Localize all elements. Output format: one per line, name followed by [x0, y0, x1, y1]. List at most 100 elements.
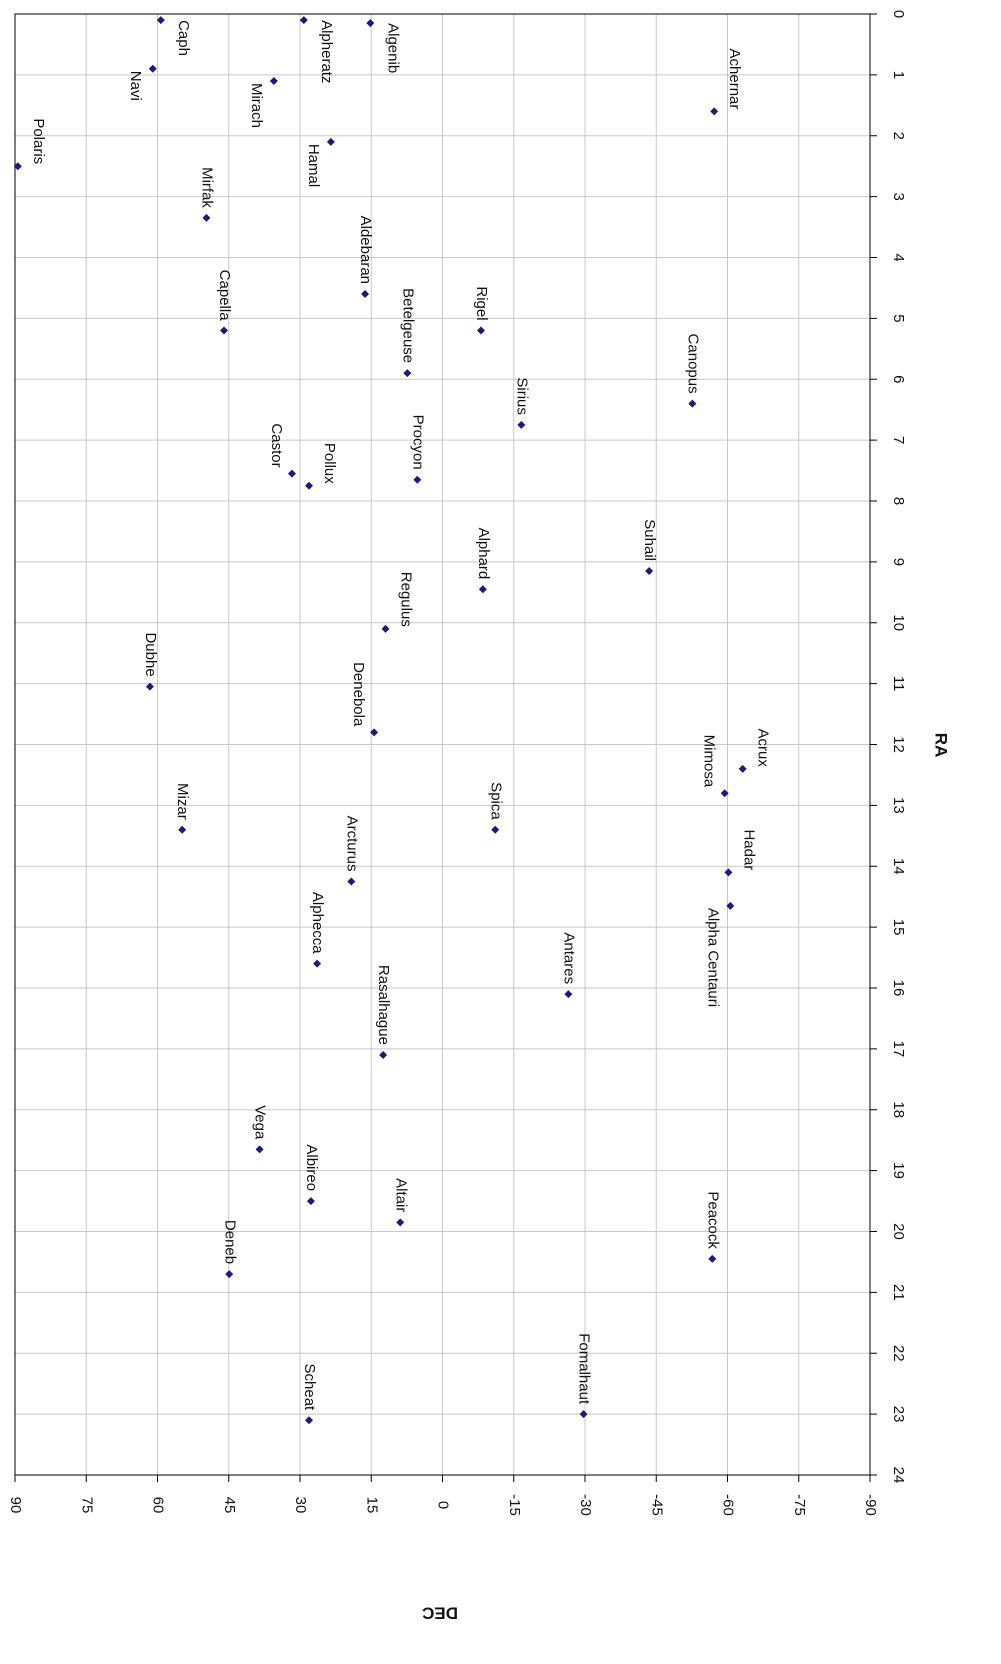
x-tick-label: 15: [890, 919, 907, 936]
point: [564, 990, 573, 999]
point: [156, 16, 165, 25]
point-label: Caph: [175, 20, 192, 56]
x-tick-label: 4: [890, 253, 907, 261]
y-tick-label: 30: [292, 1497, 309, 1514]
x-tick-label: 24: [890, 1467, 907, 1484]
y-tick-label: -15: [506, 1494, 523, 1516]
x-tick-label: 8: [890, 497, 907, 505]
x-tick-label: 12: [890, 736, 907, 753]
x-axis-title: RA: [932, 733, 951, 758]
point-label: Spica: [487, 782, 504, 820]
y-tick-label: 0: [435, 1501, 452, 1509]
x-tick-label: 13: [890, 797, 907, 814]
point-label: Altair: [392, 1178, 409, 1212]
point-label: Polaris: [30, 118, 47, 164]
point: [403, 369, 412, 378]
point: [220, 326, 228, 335]
point-label: Alphard: [475, 528, 492, 580]
point-label: Deneb: [221, 1220, 238, 1264]
point-label: Dubhe: [142, 632, 159, 676]
point: [305, 481, 314, 490]
x-tick-label: 5: [890, 314, 907, 322]
point: [299, 16, 308, 25]
y-tick-label: 90: [7, 1497, 24, 1514]
x-tick-label: 10: [890, 614, 907, 631]
point-label: Scheat: [301, 1364, 318, 1412]
x-tick-label: 7: [890, 436, 907, 444]
y-tick-label: -75: [791, 1494, 808, 1516]
x-tick-label: 1: [890, 71, 907, 79]
point-label: Fomalhaut: [576, 1333, 593, 1405]
x-tick-label: 6: [890, 375, 907, 383]
point-label: Albireo: [303, 1144, 320, 1191]
point-label: Hamal: [305, 144, 322, 187]
point: [347, 877, 356, 886]
point-label: Capella: [216, 270, 233, 322]
point: [476, 326, 485, 335]
point-label: Mirfak: [198, 167, 215, 208]
point: [306, 1197, 315, 1206]
point: [491, 825, 500, 834]
x-tick-label: 23: [890, 1406, 907, 1423]
point-label: Algenib: [384, 23, 401, 73]
x-tick-label: 20: [890, 1223, 907, 1240]
point: [148, 64, 157, 73]
point-label: Regulus: [398, 572, 415, 627]
point: [287, 469, 296, 478]
point: [517, 420, 526, 429]
y-tick-label: 15: [363, 1497, 380, 1514]
point: [720, 789, 729, 798]
x-tick-label: 19: [890, 1162, 907, 1179]
point-label: Antares: [560, 932, 577, 984]
point-label: Betelgeuse: [399, 288, 416, 363]
point-label: Canopus: [684, 334, 701, 394]
point: [478, 585, 487, 594]
point: [688, 399, 697, 408]
point: [145, 682, 154, 691]
point-label: Mirach: [248, 83, 265, 128]
x-tick-label: 3: [890, 192, 907, 200]
point-label: Alphecca: [309, 892, 326, 954]
point-label: Navi: [127, 71, 144, 101]
x-tick-label: 2: [890, 132, 907, 140]
point: [366, 19, 375, 28]
y-tick-label: -90: [862, 1494, 879, 1516]
point-label: Arcturus: [343, 816, 360, 872]
point-label: Suhail: [641, 519, 658, 561]
point-label: Alpheratz: [318, 20, 335, 83]
point-label: Mizar: [174, 783, 191, 820]
x-tick-label: 21: [890, 1284, 907, 1301]
point: [305, 1416, 314, 1425]
point-label: Castor: [268, 423, 285, 467]
point: [579, 1410, 588, 1419]
point: [381, 624, 390, 633]
y-axis-title: DEC: [422, 1604, 458, 1623]
point-label: Pollux: [321, 443, 338, 484]
x-tick-label: 0: [890, 10, 907, 18]
point: [724, 868, 733, 877]
point: [225, 1270, 234, 1279]
point-label: Vega: [252, 1105, 269, 1140]
point: [396, 1218, 405, 1227]
plot-frame: [14, 13, 871, 1476]
y-tick-label: 75: [78, 1497, 95, 1514]
point: [726, 901, 735, 910]
point: [202, 213, 211, 222]
point-label: Rigel: [473, 286, 490, 320]
y-tick-label: -30: [577, 1494, 594, 1516]
point: [326, 137, 335, 146]
y-tick-label: 60: [150, 1497, 167, 1514]
point-label: Procyon: [409, 415, 426, 470]
point: [370, 728, 379, 737]
point: [178, 825, 187, 834]
y-tick-label: -60: [720, 1494, 737, 1516]
point: [313, 959, 322, 968]
x-tick-label: 16: [890, 980, 907, 997]
point-label: Peacock: [704, 1191, 721, 1249]
point: [738, 764, 747, 773]
point: [269, 76, 278, 85]
point: [361, 290, 370, 299]
x-tick-label: 14: [890, 858, 907, 875]
point-label: Denebola: [350, 662, 367, 727]
